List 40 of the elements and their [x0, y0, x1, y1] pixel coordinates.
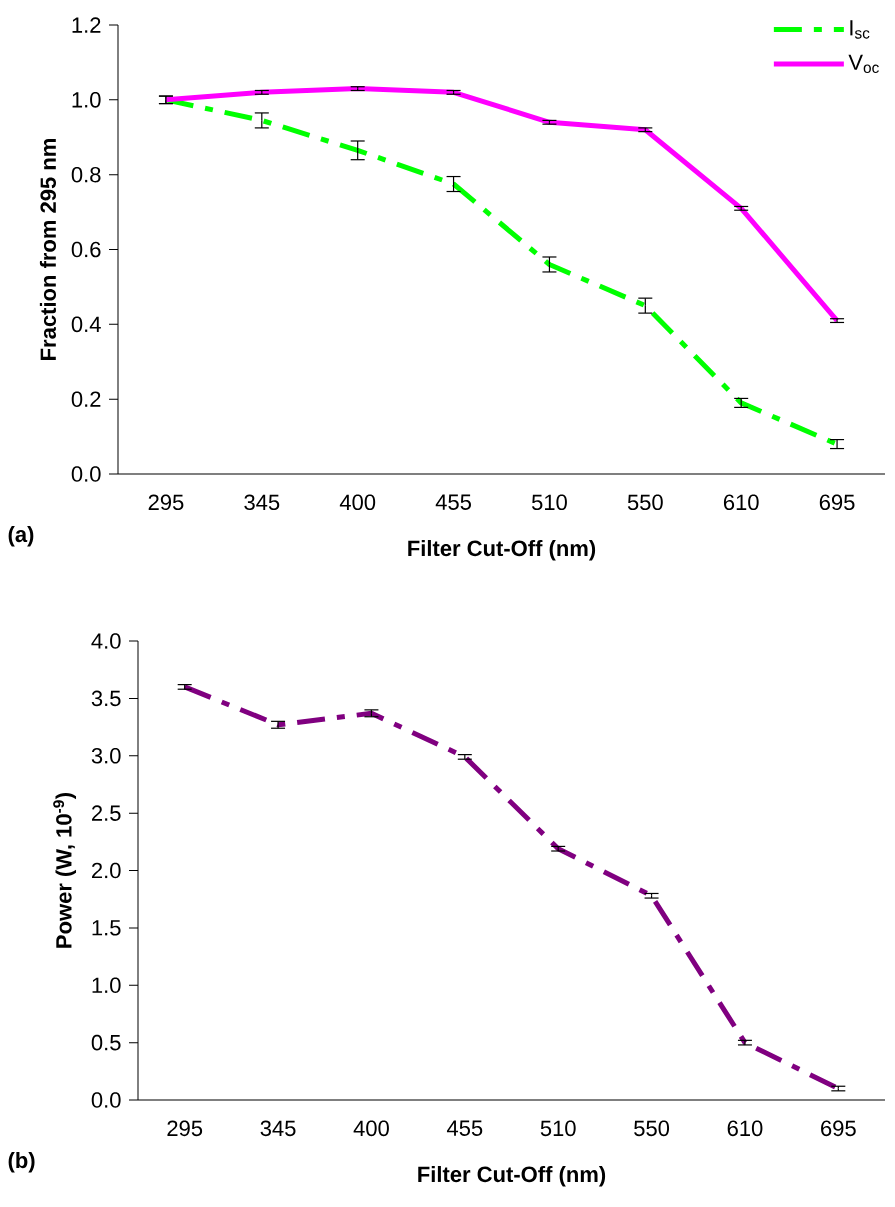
x-axis-title: Filter Cut-Off (nm) [418, 1165, 606, 1187]
y-tick-label: 1.5 [92, 920, 121, 936]
x-tick-label: 550 [627, 494, 663, 511]
y-tick-label: 2.5 [92, 805, 121, 821]
x-tick-label: 345 [244, 494, 280, 511]
x-tick-label: 455 [435, 494, 471, 510]
y-tick-label: 0.0 [91, 1092, 121, 1108]
x-tick-label: 610 [727, 1120, 763, 1137]
y-tick-label: 1.0 [92, 977, 121, 994]
x-tick-label: 610 [723, 494, 759, 511]
y-tick-label: 2.0 [92, 862, 121, 879]
y-tick-label: 4.0 [91, 633, 121, 649]
x-tick-label: 345 [260, 1120, 296, 1137]
y-axis-title: Power (W, 10$^{-9}$) [53, 793, 77, 948]
y-tick-label: 0.2 [71, 391, 101, 407]
text: (b) [8, 1151, 35, 1173]
y-tick-label: 0.5 [91, 1034, 121, 1051]
x-tick-label: 455 [446, 1120, 483, 1136]
x-tick-label: 695 [821, 1120, 856, 1137]
y-tick-label: 3.5 [91, 690, 121, 707]
x-tick-label: 550 [634, 1120, 670, 1137]
x-tick-label: 400 [339, 494, 376, 511]
y-tick-label: 3.0 [91, 747, 121, 764]
x-tick-label: 510 [540, 1120, 576, 1137]
x-axis-title: Filter Cut-Off (nm) [408, 539, 596, 561]
y-tick-label: 0.4 [71, 316, 101, 333]
y-tick-label: 1.0 [72, 92, 101, 108]
y-tick-label: 0.6 [71, 241, 101, 258]
y-tick-label: 1.2 [72, 17, 101, 33]
x-tick-label: 400 [353, 1120, 389, 1137]
text: (a) [8, 525, 34, 547]
legend-label: I$_{sc}$ [850, 20, 870, 39]
x-tick-label: 510 [531, 494, 567, 511]
y-axis-title: Fraction from 295 nm [39, 139, 57, 360]
x-tick-label: 295 [167, 1120, 203, 1137]
x-tick-label: 295 [148, 494, 184, 511]
y-tick-label: 0.8 [71, 166, 101, 183]
y-tick-label: 0.0 [71, 466, 101, 482]
x-tick-label: 695 [819, 494, 855, 511]
legend-label: V$_{oc}$ [848, 54, 879, 74]
